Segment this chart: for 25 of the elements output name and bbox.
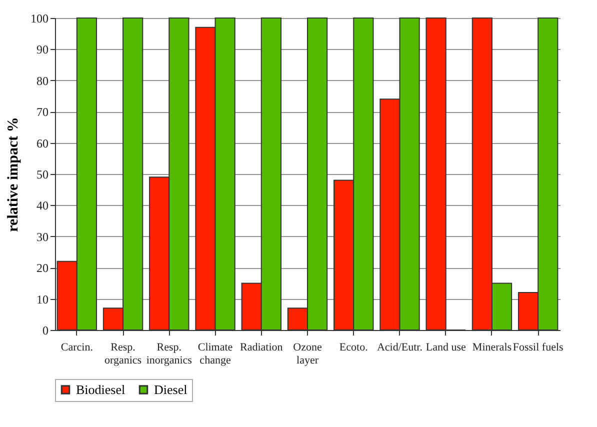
legend-label: Biodiesel bbox=[76, 382, 126, 397]
y-tick-label: 30 bbox=[36, 230, 48, 244]
y-tick-label: 10 bbox=[36, 292, 48, 306]
x-tick-label: Land use bbox=[426, 342, 466, 354]
x-tick-label: Acid/Eutr. bbox=[376, 342, 423, 354]
y-tick-label: 40 bbox=[36, 198, 48, 213]
y-tick-label: 90 bbox=[36, 42, 48, 57]
y-tick-label: 80 bbox=[36, 74, 48, 88]
legend-label: Diesel bbox=[154, 382, 188, 397]
y-tick-label: 50 bbox=[36, 168, 48, 182]
x-tick-label: Ozone layer bbox=[293, 342, 322, 366]
y-tick-label: 0 bbox=[42, 324, 48, 338]
y-axis-title: relative impact % bbox=[6, 117, 22, 232]
x-tick-label: Climate change bbox=[198, 342, 233, 366]
x-tick-label: Radiation bbox=[240, 342, 284, 354]
y-tick-label: 100 bbox=[30, 12, 48, 26]
x-tick-label: Resp. inorganics bbox=[146, 342, 192, 366]
x-tick-label: Carcin. bbox=[60, 342, 94, 354]
x-tick-label: Minerals bbox=[472, 342, 512, 354]
y-tick-label: 60 bbox=[36, 136, 48, 150]
y-tick-label: 70 bbox=[36, 105, 48, 120]
y-tick-label: 20 bbox=[36, 261, 48, 276]
x-tick-label: Resp. organics bbox=[104, 342, 142, 366]
x-tick-label: Ecoto. bbox=[339, 342, 368, 354]
x-tick-label: Fossil fuels bbox=[512, 342, 564, 354]
